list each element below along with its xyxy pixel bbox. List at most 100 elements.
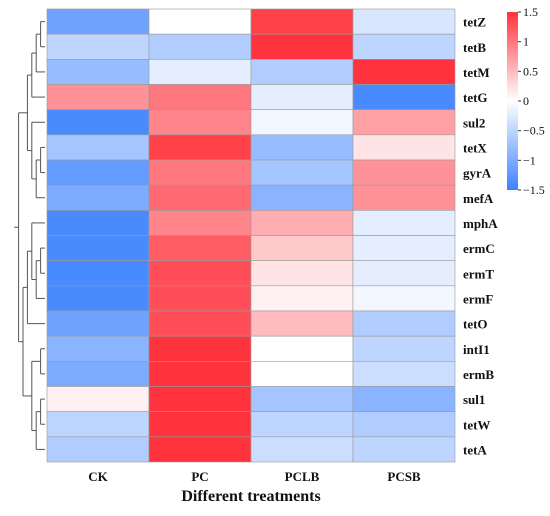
- colorbar-tick-label: 0.5: [523, 64, 538, 78]
- heatmap-cell-tetW-PCLB: [250, 411, 354, 438]
- heatmap-cell-tetA-PC: [148, 436, 252, 463]
- heatmap-cell-ermF-PCLB: [250, 285, 354, 312]
- heatmap-cell-tetG-PC: [148, 84, 252, 110]
- row-label-ermC: ermC: [463, 241, 495, 256]
- heatmap-cell-ermC-CK: [46, 235, 150, 261]
- heatmap-cell-sul1-PCSB: [352, 386, 456, 412]
- row-label-tetW: tetW: [463, 417, 490, 432]
- heatmap-cell-tetX-CK: [46, 134, 150, 161]
- row-label-mefA: mefA: [463, 191, 494, 206]
- heatmap-cell-mphA-PCSB: [352, 210, 456, 236]
- row-labels: tetZ tetB tetM tetG sul2 tetX gyrA mefA mphA ermC…: [463, 15, 498, 458]
- heatmap-cell-sul1-PCLB: [250, 386, 354, 412]
- row-label-tetA: tetA: [463, 442, 487, 457]
- colorbar-tick-label: 0: [523, 94, 529, 108]
- heatmap-cell-tetB-CK: [46, 33, 150, 60]
- colorbar: 1.5 1 0.5 0 −0.5 −1 −1.5: [507, 5, 545, 197]
- heatmap-cell-ermB-PC: [148, 361, 252, 387]
- heatmap-cell-ermB-CK: [46, 361, 150, 387]
- colorbar-tick-label: −0.5: [523, 124, 545, 138]
- heatmap-cell-gyrA-CK: [46, 159, 150, 186]
- heatmap-cell-tetM-PC: [148, 59, 252, 85]
- row-label-ermT: ermT: [463, 266, 494, 281]
- heatmap-cell-tetO-CK: [46, 310, 150, 337]
- heatmap-cell-ermB-PCSB: [352, 361, 456, 387]
- heatmap-cell-tetO-PCSB: [352, 310, 456, 337]
- row-label-gyrA: gyrA: [463, 166, 492, 181]
- column-labels: CK PC PCLB PCSB: [88, 469, 421, 484]
- heatmap-cell-mphA-PCLB: [250, 210, 354, 236]
- heatmap-cell-tetO-PCLB: [250, 310, 354, 337]
- heatmap-cell-gyrA-PCLB: [250, 159, 354, 186]
- colorbar-gradient: [507, 12, 518, 190]
- heatmap-cell-tetB-PC: [148, 33, 252, 60]
- heatmap-cell-tetZ-PCSB: [352, 8, 456, 35]
- heatmap-cell-ermT-PCLB: [250, 260, 354, 287]
- heatmap-cell-tetM-PCSB: [352, 59, 456, 85]
- heatmap-cell-tetX-PCLB: [250, 134, 354, 161]
- heatmap-cell-tetZ-PC: [148, 8, 252, 35]
- column-label-PCSB: PCSB: [387, 469, 421, 484]
- heatmap-cell-sul2-PC: [148, 109, 252, 136]
- heatmap-cell-sul1-CK: [46, 386, 150, 412]
- heatmap-cell-tetB-PCLB: [250, 33, 354, 60]
- heatmap-cell-gyrA-PCSB: [352, 159, 456, 186]
- heatmap-cell-intI1-PCLB: [250, 335, 354, 362]
- row-label-mphA: mphA: [463, 216, 498, 231]
- heatmap-cell-tetG-PCLB: [250, 84, 354, 110]
- colorbar-tick-label: −1: [523, 153, 536, 167]
- heatmap-cell-tetG-CK: [46, 84, 150, 110]
- x-axis-title: Different treatments: [181, 488, 320, 505]
- row-label-ermB: ermB: [463, 367, 494, 382]
- row-label-intI1: intI1: [463, 342, 490, 357]
- heatmap-cell-ermF-PC: [148, 285, 252, 312]
- row-label-tetM: tetM: [463, 65, 490, 80]
- heatmap-cell-tetW-PC: [148, 411, 252, 438]
- heatmap-cell-ermT-CK: [46, 260, 150, 287]
- heatmap-cell-mphA-PC: [148, 210, 252, 236]
- heatmap-cell-intI1-PC: [148, 335, 252, 362]
- colorbar-tick-label: 1: [523, 35, 529, 49]
- heatmap-cell-sul2-CK: [46, 109, 150, 136]
- heatmap-cell-tetG-PCSB: [352, 84, 456, 110]
- colorbar-tick-label: −1.5: [523, 183, 545, 197]
- column-label-PCLB: PCLB: [285, 469, 320, 484]
- heatmap-cell-tetX-PC: [148, 134, 252, 161]
- heatmap-cell-tetB-PCSB: [352, 33, 456, 60]
- heatmap-cell-ermF-CK: [46, 285, 150, 312]
- heatmap-cell-tetA-PCLB: [250, 436, 354, 463]
- heatmap-cell-tetA-PCSB: [352, 436, 456, 463]
- heatmap-cell-tetW-PCSB: [352, 411, 456, 438]
- colorbar-tick-label: 1.5: [523, 5, 538, 19]
- heatmap-cell-mefA-PC: [148, 184, 252, 211]
- heatmap-cell-tetW-CK: [46, 411, 150, 438]
- heatmap-cell-ermC-PCSB: [352, 235, 456, 261]
- heatmap-cell-ermC-PC: [148, 235, 252, 261]
- heatmap-cell-ermC-PCLB: [250, 235, 354, 261]
- heatmap-cell-mefA-PCLB: [250, 184, 354, 211]
- column-label-PC: PC: [191, 469, 208, 484]
- heatmap-cell-sul2-PCLB: [250, 109, 354, 136]
- column-label-CK: CK: [88, 469, 108, 484]
- heatmap-cell-mphA-CK: [46, 210, 150, 236]
- heatmap-cell-tetZ-PCLB: [250, 8, 354, 35]
- heatmap-cell-ermT-PCSB: [352, 260, 456, 287]
- heatmap-cell-intI1-CK: [46, 335, 150, 362]
- heatmap-cell-mefA-CK: [46, 184, 150, 211]
- row-label-tetG: tetG: [463, 90, 488, 105]
- heatmap-cell-sul1-PC: [148, 386, 252, 412]
- row-label-tetO: tetO: [463, 317, 488, 332]
- heatmap-cell-ermB-PCLB: [250, 361, 354, 387]
- heatmap-cell-gyrA-PC: [148, 159, 252, 186]
- heatmap-cell-tetX-PCSB: [352, 134, 456, 161]
- heatmap-cell-tetA-CK: [46, 436, 150, 463]
- row-dendrogram: [14, 21, 45, 450]
- row-label-tetX: tetX: [463, 140, 487, 155]
- heatmap-cell-ermT-PC: [148, 260, 252, 287]
- heatmap-cell-intI1-PCSB: [352, 335, 456, 362]
- heatmap-cell-ermF-PCSB: [352, 285, 456, 312]
- heatmap-cell-sul2-PCSB: [352, 109, 456, 136]
- heatmap-cell-tetM-CK: [46, 59, 150, 85]
- heatmap-cells: [46, 8, 456, 463]
